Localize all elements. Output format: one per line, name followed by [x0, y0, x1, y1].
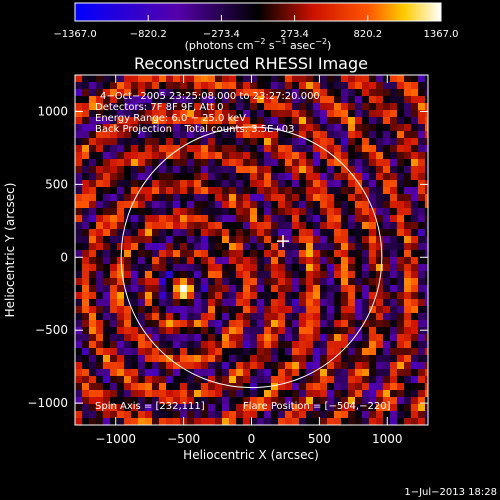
- x-tick-label: 0: [248, 432, 256, 446]
- y-tick-label: −500: [35, 323, 68, 337]
- colorbar: [75, 3, 441, 21]
- colorbar-tick-label: −1367.0: [53, 29, 96, 40]
- chart-title: Reconstructed RHESSI Image: [134, 54, 368, 73]
- annotation-energy-range: Energy Range: 6.0 − 25.0 keV: [95, 113, 246, 124]
- annotation-spin-axis: Spin Axis = [232,111]: [95, 401, 205, 412]
- y-axis-label: Heliocentric Y (arcsec): [3, 183, 17, 318]
- colorbar-tick-label: 1367.0: [424, 29, 459, 40]
- x-tick-labels: −1000 −500 0 500 1000: [95, 432, 402, 446]
- x-axis-label: Heliocentric X (arcsec): [183, 448, 319, 462]
- x-tick-label: −500: [167, 432, 200, 446]
- x-tick-label: 500: [308, 432, 331, 446]
- annotation-time-range: 4−Oct−2005 23:25:08.000 to 23:27:20.000: [100, 91, 320, 102]
- colorbar-tick-label: 820.2: [353, 29, 382, 40]
- annotation-detectors: Detectors: 7F 8F 9F, Att 0: [95, 102, 223, 113]
- plot-timestamp: 1−Jul−2013 18:28: [404, 487, 497, 498]
- y-tick-labels: −1000 −500 0 500 1000: [27, 104, 68, 410]
- annotation-flare-position: Flare Position = [−504,−220]: [243, 401, 391, 412]
- y-tick-label: 1000: [37, 104, 68, 118]
- y-tick-label: 500: [45, 177, 68, 191]
- x-tick-label: 1000: [372, 432, 403, 446]
- annotation-method-counts: Back Projection Total counts: 3.5E+03: [95, 124, 294, 135]
- y-tick-label: 0: [60, 250, 68, 264]
- colorbar-units: (photons cm−2 s−1 asec−2): [185, 37, 332, 52]
- y-tick-label: −1000: [27, 396, 68, 410]
- colorbar-tick-label: −820.2: [130, 29, 167, 40]
- x-tick-label: −1000: [95, 432, 136, 446]
